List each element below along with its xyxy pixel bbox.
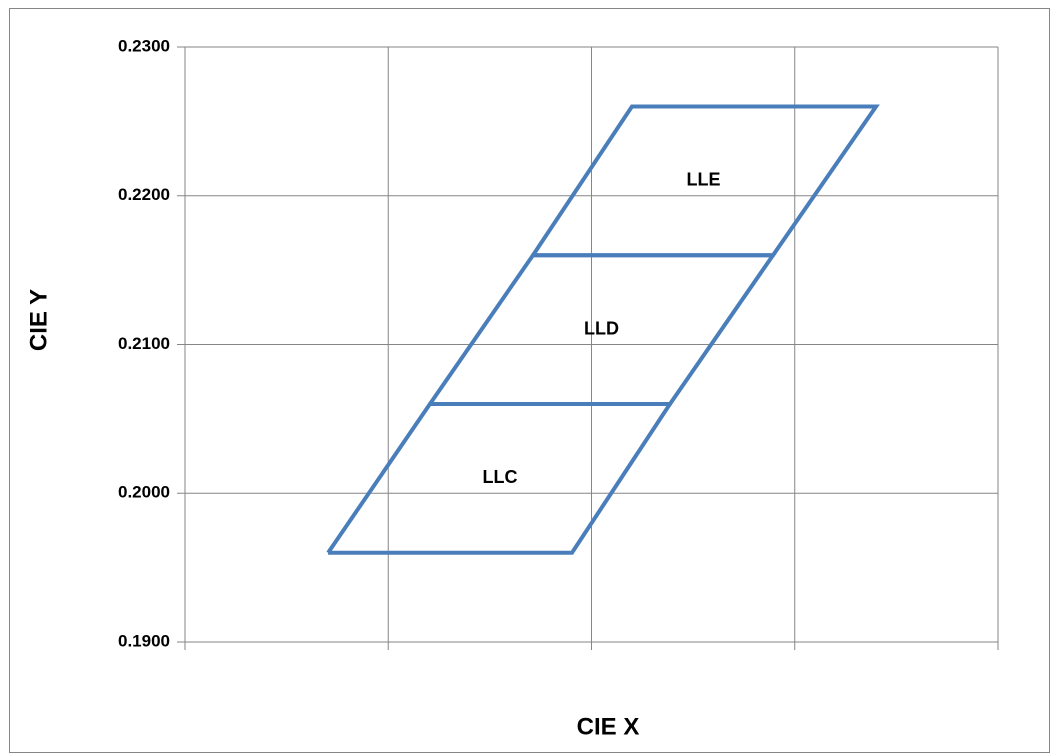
region-label: LLE	[686, 170, 720, 190]
x-axis-title: CIE X	[577, 713, 640, 740]
y-tick-label: 0.2000	[118, 483, 170, 502]
region-label: LLD	[584, 318, 619, 338]
region-outline	[531, 104, 880, 258]
region-label: LLC	[482, 467, 517, 487]
y-tick-label: 0.1900	[118, 631, 170, 650]
y-axis-title: CIE Y	[25, 289, 52, 351]
y-tick-label: 0.2200	[118, 185, 170, 204]
chart-frame	[9, 8, 1050, 753]
y-tick-label: 0.2300	[118, 36, 170, 55]
y-tick-label: 0.2100	[118, 334, 170, 353]
